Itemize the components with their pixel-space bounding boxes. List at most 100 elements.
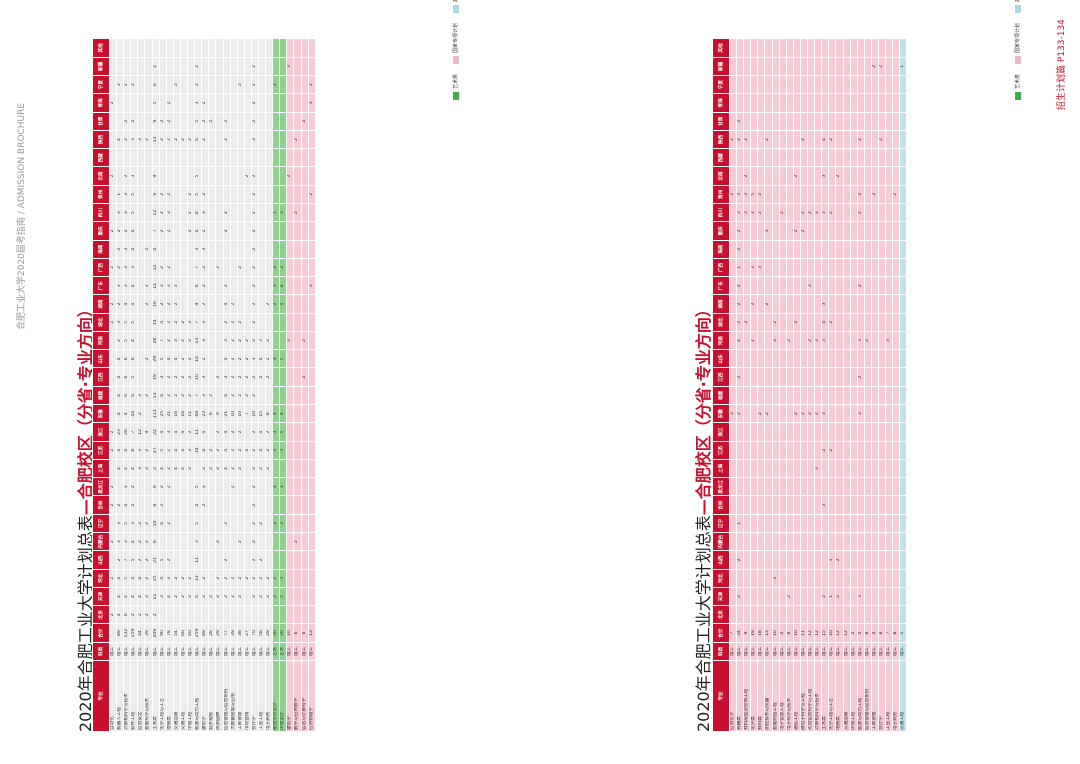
category-cell: 理工 — [301, 642, 309, 661]
province-cell: 4 — [173, 441, 181, 460]
table-row: 交通运输 理工 54 2 2 4 4 4 16 2 2 4 3 2 2 3 2 2 — [173, 38, 181, 732]
province-cell — [750, 386, 758, 405]
province-cell — [272, 550, 280, 570]
province-cell — [237, 38, 245, 58]
total-cell: 29 — [215, 623, 223, 643]
province-cell: 2 — [180, 368, 188, 387]
province-cell: 3 — [201, 477, 209, 496]
province-cell — [743, 477, 751, 496]
province-cell — [215, 331, 223, 350]
province-cell — [308, 532, 316, 551]
province-cell — [857, 148, 865, 167]
province-cell — [109, 185, 117, 204]
province-cell — [180, 148, 188, 167]
category-cell: 理工 — [152, 642, 160, 661]
province-cell — [814, 587, 822, 606]
table-header-cell: 内蒙古 — [712, 532, 730, 551]
province-cell — [850, 386, 858, 405]
province-cell — [308, 148, 316, 167]
category-cell: 理工 — [194, 642, 202, 661]
province-cell: 2 — [109, 221, 117, 241]
province-cell — [885, 93, 893, 113]
province-cell — [743, 368, 751, 387]
province-cell: 2 — [807, 203, 815, 222]
province-cell: 2 — [152, 605, 160, 624]
province-cell: 2 — [272, 569, 280, 588]
province-cell — [736, 148, 744, 167]
province-cell — [786, 93, 794, 113]
province-cell — [764, 441, 773, 460]
province-cell — [828, 112, 836, 131]
province-cell — [835, 404, 843, 423]
province-cell — [878, 93, 886, 113]
province-cell — [828, 569, 836, 588]
province-cell — [223, 495, 231, 515]
province-cell — [786, 514, 794, 533]
province-cell — [871, 349, 879, 368]
province-cell — [899, 441, 907, 460]
province-cell — [729, 221, 737, 241]
province-cell: 28 — [152, 331, 160, 350]
province-cell — [286, 495, 294, 515]
province-cell — [293, 313, 302, 332]
province-cell — [308, 349, 316, 368]
province-cell: 2 — [279, 258, 287, 277]
province-cell — [180, 258, 188, 277]
province-cell — [208, 276, 216, 295]
total-cell: 15 — [821, 623, 829, 643]
province-cell — [308, 477, 316, 496]
province-cell: 3 — [251, 349, 259, 368]
province-cell — [857, 349, 865, 368]
province-cell — [857, 57, 865, 76]
province-cell: 2 — [237, 75, 245, 94]
legend-label: 高校专项计划 — [453, 0, 459, 2]
province-cell — [899, 532, 907, 551]
province-cell — [244, 258, 252, 277]
province-cell: 2 — [144, 605, 153, 624]
province-cell — [308, 422, 316, 442]
province-cell — [208, 550, 216, 570]
province-cell — [793, 587, 801, 606]
province-cell — [828, 276, 836, 295]
table-row: 材料成型及控制工程 理工 9 2 3 3 2 2 — [743, 38, 751, 732]
table-header-cell: 专业 — [92, 660, 110, 732]
province-cell: 6 — [123, 386, 131, 405]
province-cell — [864, 349, 872, 368]
province-cell — [757, 166, 765, 186]
province-cell — [772, 550, 780, 570]
province-cell: 2 — [736, 112, 744, 131]
province-cell — [850, 258, 858, 277]
table-header-cell: 科类 — [712, 642, 730, 661]
province-cell: 2 — [123, 75, 131, 94]
province-cell — [757, 313, 765, 332]
category-cell: 理工 — [244, 642, 252, 661]
province-cell — [821, 258, 829, 277]
province-cell: 3 — [137, 441, 145, 460]
province-cell: 2 — [265, 368, 273, 387]
province-cell — [750, 550, 758, 570]
province-cell: 2 — [230, 459, 238, 478]
province-cell — [850, 93, 858, 113]
province-cell — [223, 57, 231, 76]
province-cell — [301, 148, 309, 167]
province-cell: 2 — [180, 331, 188, 350]
table-header-cell: 科类 — [92, 642, 110, 661]
province-cell — [800, 185, 808, 204]
total-cell: 70 — [251, 623, 259, 643]
province-cell — [878, 221, 886, 241]
province-cell — [237, 112, 245, 131]
province-cell — [109, 276, 117, 295]
province-cell — [835, 331, 843, 350]
table-header-cell: 青海 — [712, 93, 730, 113]
province-cell: 2 — [201, 495, 209, 515]
province-cell — [843, 93, 851, 113]
province-cell — [892, 148, 900, 167]
province-cell — [828, 422, 836, 442]
province-cell — [892, 459, 900, 478]
category-cell: 理工 — [885, 642, 893, 661]
province-cell — [286, 258, 294, 277]
province-cell: 4 — [130, 459, 138, 478]
province-cell: 2 — [736, 587, 744, 606]
table-header-cell: 湖北 — [712, 313, 730, 332]
province-cell: 4 — [244, 441, 252, 460]
